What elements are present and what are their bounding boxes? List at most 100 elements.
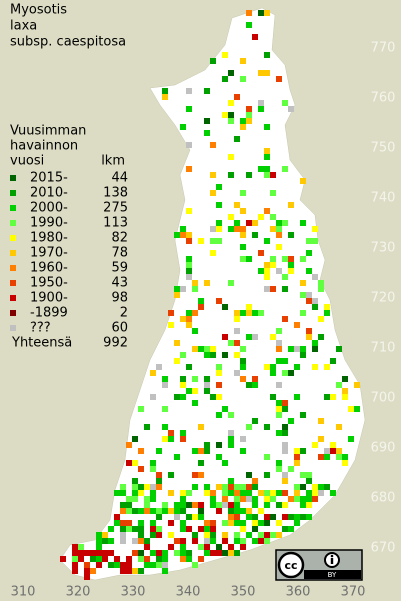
observation-square bbox=[138, 520, 144, 526]
observation-square bbox=[288, 514, 294, 520]
y-coordinate-label: 740 bbox=[371, 191, 396, 206]
observation-square bbox=[186, 238, 192, 244]
observation-square bbox=[222, 304, 228, 310]
observation-square bbox=[180, 226, 186, 232]
observation-square bbox=[198, 502, 204, 508]
legend-count: 82 bbox=[111, 231, 128, 246]
observation-square bbox=[282, 430, 288, 436]
observation-square bbox=[216, 238, 222, 244]
observation-square bbox=[180, 490, 186, 496]
observation-square bbox=[240, 436, 246, 442]
legend-label: 1970- bbox=[30, 246, 68, 261]
observation-square bbox=[312, 346, 318, 352]
legend-count: 59 bbox=[111, 261, 128, 276]
by-icon-head bbox=[330, 554, 334, 558]
observation-square bbox=[324, 394, 330, 400]
observation-square bbox=[276, 532, 282, 538]
observation-square bbox=[234, 502, 240, 508]
observation-square bbox=[162, 88, 168, 94]
observation-square bbox=[204, 490, 210, 496]
observation-square bbox=[204, 484, 210, 490]
observation-square bbox=[348, 406, 354, 412]
observation-square bbox=[168, 430, 174, 436]
observation-square bbox=[150, 490, 156, 496]
observation-square bbox=[174, 454, 180, 460]
observation-square bbox=[204, 526, 210, 532]
observation-square bbox=[192, 280, 198, 286]
observation-square bbox=[192, 286, 198, 292]
observation-square bbox=[282, 358, 288, 364]
observation-square bbox=[132, 496, 138, 502]
observation-square bbox=[144, 538, 150, 544]
observation-square bbox=[102, 538, 108, 544]
observation-square bbox=[282, 442, 288, 448]
observation-square bbox=[258, 250, 264, 256]
x-coordinate-label: 320 bbox=[66, 585, 91, 600]
observation-square bbox=[240, 520, 246, 526]
observation-square bbox=[306, 328, 312, 334]
observation-square bbox=[300, 346, 306, 352]
legend-count: 138 bbox=[103, 186, 128, 201]
observation-square bbox=[216, 454, 222, 460]
observation-square bbox=[180, 352, 186, 358]
observation-square bbox=[156, 514, 162, 520]
observation-square bbox=[270, 490, 276, 496]
observation-square bbox=[216, 382, 222, 388]
observation-square bbox=[324, 310, 330, 316]
observation-square bbox=[192, 538, 198, 544]
observation-square bbox=[276, 520, 282, 526]
observation-square bbox=[162, 94, 168, 100]
observation-square bbox=[138, 484, 144, 490]
observation-square bbox=[246, 118, 252, 124]
observation-square bbox=[330, 490, 336, 496]
observation-square bbox=[228, 214, 234, 220]
observation-square bbox=[204, 520, 210, 526]
observation-square bbox=[138, 466, 144, 472]
observation-square bbox=[192, 532, 198, 538]
observation-square bbox=[210, 538, 216, 544]
observation-square bbox=[126, 556, 132, 562]
observation-square bbox=[348, 436, 354, 442]
y-coordinate-label: 770 bbox=[371, 41, 396, 56]
observation-square bbox=[222, 502, 228, 508]
observation-square bbox=[156, 556, 162, 562]
by-icon-body bbox=[330, 558, 334, 564]
observation-square bbox=[258, 538, 264, 544]
observation-square bbox=[228, 118, 234, 124]
observation-square bbox=[168, 472, 174, 478]
observation-square bbox=[252, 484, 258, 490]
observation-square bbox=[240, 484, 246, 490]
observation-square bbox=[252, 526, 258, 532]
observation-square bbox=[204, 382, 210, 388]
observation-square bbox=[342, 376, 348, 382]
observation-square bbox=[318, 454, 324, 460]
observation-square bbox=[192, 328, 198, 334]
observation-square bbox=[180, 316, 186, 322]
observation-square bbox=[120, 526, 126, 532]
observation-square bbox=[180, 382, 186, 388]
observation-square bbox=[126, 568, 132, 574]
observation-square bbox=[204, 550, 210, 556]
observation-square bbox=[132, 550, 138, 556]
observation-square bbox=[204, 280, 210, 286]
observation-square bbox=[318, 490, 324, 496]
observation-square bbox=[78, 550, 84, 556]
observation-square bbox=[150, 370, 156, 376]
legend-total: 992 bbox=[103, 336, 128, 351]
observation-square bbox=[264, 154, 270, 160]
observation-square bbox=[174, 292, 180, 298]
observation-square bbox=[90, 550, 96, 556]
observation-square bbox=[222, 532, 228, 538]
observation-square bbox=[162, 556, 168, 562]
observation-square bbox=[216, 220, 222, 226]
observation-square bbox=[312, 364, 318, 370]
observation-square bbox=[300, 502, 306, 508]
observation-square bbox=[252, 382, 258, 388]
observation-square bbox=[288, 346, 294, 352]
observation-square bbox=[222, 460, 228, 466]
observation-square bbox=[282, 220, 288, 226]
observation-square bbox=[216, 508, 222, 514]
observation-square bbox=[234, 220, 240, 226]
observation-square bbox=[156, 508, 162, 514]
observation-square bbox=[276, 346, 282, 352]
